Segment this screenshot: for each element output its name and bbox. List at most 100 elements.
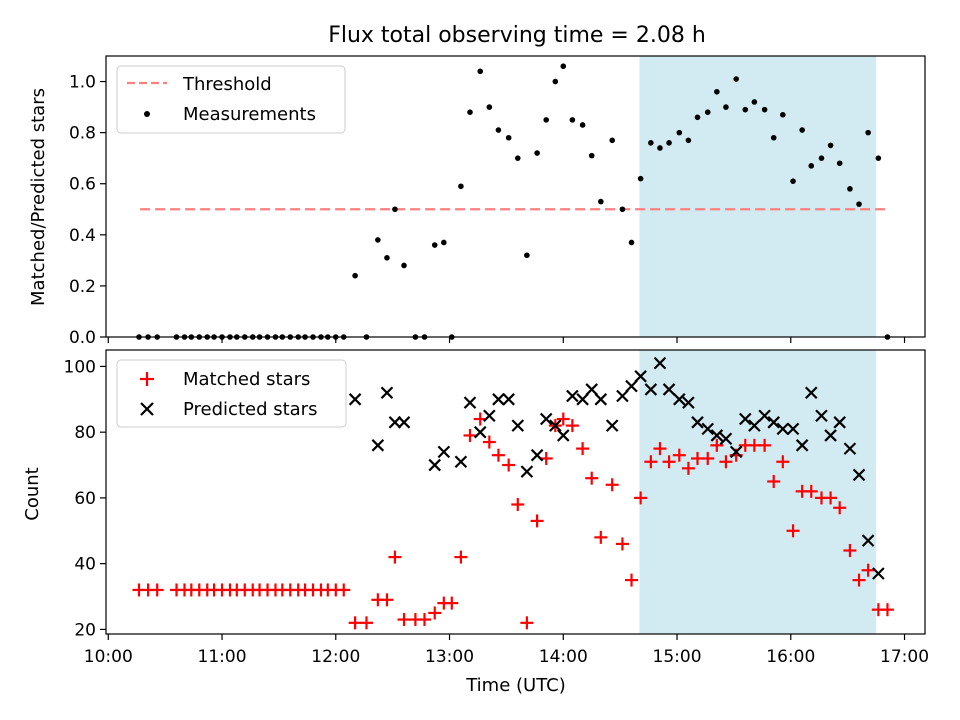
predicted-point [594,393,608,406]
observing-window-top [639,56,877,337]
predicted-point [738,412,752,426]
predicted-point [852,468,866,482]
predicted-point [380,386,394,400]
measurement-point [827,142,834,149]
predicted-point [804,386,818,400]
axes-frame-bottom [105,349,926,635]
legend-matched-swatch [140,372,154,386]
matched-point [511,497,525,511]
matched-point [530,514,544,528]
matched-point [463,428,477,442]
y-tick-label: 0.6 [69,175,96,195]
y-ticks-top: 0.0 0.2 0.4 0.6 0.8 1.0 [69,73,106,348]
y-tick-label: 80 [74,423,96,443]
predicted-point [492,393,505,406]
matched-point [576,442,590,456]
measurement-point [761,106,768,113]
matched-point [348,616,362,630]
y-tick-label: 0.4 [69,226,96,246]
predicted-point [795,439,809,452]
y-tick-label: 60 [74,489,96,509]
measurement-point [401,262,407,269]
predicted-point [872,567,885,580]
measurement-point [666,140,672,146]
y-tick-label: 100 [64,357,96,377]
predicted-point [566,389,579,403]
measurement-point [431,242,438,248]
y-tick-label: 0.0 [69,328,96,348]
predicted-point [428,458,442,472]
matched-point [776,455,790,469]
legend-predicted-label: Predicted stars [183,399,317,420]
matched-point [150,583,164,597]
predicted-point [463,396,477,409]
measurement-point [685,137,692,144]
y-axis-label-bottom: Count [22,467,43,520]
matched-point [556,412,570,426]
matched-point [833,501,847,515]
matched-point [380,593,394,607]
measurement-point [770,134,777,141]
predicted-point [520,465,534,478]
measurement-point [560,63,567,70]
predicted-point [348,393,362,406]
measurement-point [637,175,644,182]
y-ticks-bottom: 20 40 60 80 100 [64,357,106,640]
matched-points [132,412,894,630]
measurement-point [392,206,398,213]
measurement-point [352,272,358,279]
matched-point [767,474,781,488]
measurement-point [648,140,654,146]
measurement-point [534,150,540,156]
measurement-point [375,237,381,243]
predicted-point [701,422,715,436]
matched-point [482,435,496,449]
measurement-point [524,252,530,259]
x-tick-label: 14:00 [539,647,588,667]
predicted-point [397,416,411,429]
predicted-point [673,393,686,406]
legend-measurements-label: Measurements [183,104,316,125]
measurement-point [742,106,749,113]
matched-point [594,530,608,544]
predicted-point [539,412,553,426]
predicted-point [843,442,857,455]
matched-point [786,524,800,538]
matched-point [843,544,857,558]
observing-window-bottom [639,350,877,634]
matched-point [388,550,402,564]
measurement-point [714,88,720,95]
x-ticks-bottom: 10:00 11:00 12:00 13:00 14:00 15:00 16:00 17:00 [84,634,929,667]
predicted-point [549,419,562,432]
legend-measurements-swatch [144,111,150,117]
predicted-point [691,416,704,429]
x-tick-label: 13:00 [425,647,474,667]
legend-predicted-swatch [140,402,154,416]
measurement-point [780,111,786,118]
measurement-point [790,178,796,184]
matched-point [337,583,351,597]
predicted-point [371,439,385,452]
measurement-point [875,155,882,161]
matched-point [719,455,733,469]
measurement-point [609,137,615,144]
predicted-point [776,422,790,436]
predicted-point [719,432,733,446]
matched-point [662,455,676,469]
predicted-point [682,396,695,409]
predicted-point [556,429,570,442]
x-tick-label: 11:00 [198,647,247,667]
measurement-point [477,68,484,75]
measurement-point [836,160,843,167]
matched-point [880,603,894,617]
measurement-point [458,183,464,190]
measurement-point [704,109,711,115]
predicted-point [662,383,676,396]
predicted-points [348,356,885,580]
measurement-point [441,239,447,246]
predicted-point [437,445,451,459]
predicted-point [483,409,496,423]
measurement-point [751,99,758,105]
matched-point [634,491,648,505]
